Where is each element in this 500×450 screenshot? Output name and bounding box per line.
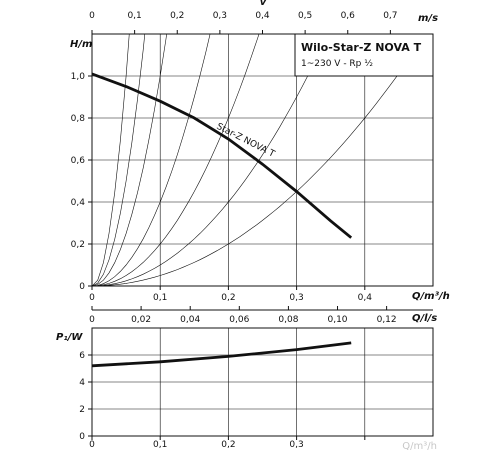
system-curve <box>92 34 329 286</box>
ls-axis-tick-label: 0,08 <box>278 315 298 325</box>
legend-title: Wilo-Star-Z NOVA T <box>301 41 422 54</box>
legend-subtitle: 1~230 V - Rp ½ <box>301 59 373 69</box>
y-axis-title-power: P₁/W <box>56 332 83 343</box>
y-tick-label: 0 <box>79 282 85 292</box>
power-axis-ticks: 0 0,1 0,2 0,3 0 2 4 6 <box>79 351 366 450</box>
y-tick-label: 0,8 <box>71 114 86 124</box>
x-tick-label: 0,1 <box>153 293 167 303</box>
legend-box <box>294 33 434 77</box>
ls-axis-tick-label: 0,04 <box>180 315 200 325</box>
y-tick-label: 2 <box>79 405 85 415</box>
ls-axis-tick-label: 0,10 <box>327 315 347 325</box>
x-tick-label: 0,4 <box>358 293 373 303</box>
y-tick-label: 0,4 <box>71 198 86 208</box>
legend: Wilo-Star-Z NOVA T 1~230 V - Rp ½ <box>294 33 434 77</box>
watermark: Q/m³/h <box>402 441 437 450</box>
top-axis-tick-label: 0,1 <box>127 11 141 21</box>
x-axis-title-ls: Q/l/s <box>412 313 437 324</box>
y-tick-label: 0 <box>79 432 85 442</box>
head-chart: Star-Z NOVA T Wilo-Star-Z NOVA T 1~230 V… <box>70 0 450 325</box>
system-curve <box>92 34 260 286</box>
x-tick-label: 0,1 <box>153 440 167 450</box>
top-axis-tick-label: 0,7 <box>383 11 397 21</box>
x-tick-label: 0,2 <box>221 440 235 450</box>
y-tick-label: 0,6 <box>71 156 86 166</box>
head-axis-ticks: 0 0,1 0,2 0,3 0,4 0 0,2 0,4 0,6 0,8 1,0 0 0,1 0,2 0,3 0… <box>71 11 433 325</box>
ls-axis-tick-label: 0 <box>89 315 95 325</box>
system-curve <box>92 34 427 286</box>
y-tick-label: 4 <box>79 378 85 388</box>
power-curve <box>92 341 352 368</box>
series-star-z-nova-t-curve <box>91 72 353 239</box>
system-curve <box>92 34 211 286</box>
top-axis-tick-label: 0,5 <box>298 11 312 21</box>
x-tick-label: 0 <box>89 293 95 303</box>
y-tick-label: 1,0 <box>71 72 86 82</box>
ls-axis-tick-label: 0,02 <box>131 315 151 325</box>
ls-axis-tick-label: 0,12 <box>377 315 397 325</box>
system-curve <box>92 34 168 286</box>
top-axis-tick-label: 0,2 <box>170 11 184 21</box>
power-chart: P₁/W 0 0,1 0,2 0,3 0 2 4 6 <box>56 327 434 450</box>
top-axis-tick-label: 0,3 <box>213 11 227 21</box>
x-tick-label: 0,3 <box>289 293 303 303</box>
top-axis-unit: m/s <box>418 13 438 24</box>
x-axis-title-head: Q/m³/h <box>412 291 450 302</box>
x-tick-label: 0,2 <box>221 293 235 303</box>
power-grid <box>92 328 433 436</box>
top-axis-title-v: v <box>260 0 267 8</box>
y-tick-label: 6 <box>79 351 85 361</box>
y-axis-title-head: H/m <box>70 39 92 50</box>
x-tick-label: 0,3 <box>289 440 303 450</box>
system-curves <box>92 34 427 286</box>
ls-axis-tick-label: 0,06 <box>229 315 249 325</box>
y-tick-label: 0,2 <box>71 240 85 250</box>
top-axis-tick-label: 0,4 <box>255 11 270 21</box>
x-tick-label: 0 <box>89 440 95 450</box>
series-star-z-nova-t-label: Star-Z NOVA T <box>215 122 277 160</box>
top-axis-tick-label: 0 <box>89 11 95 21</box>
top-axis-tick-label: 0,6 <box>341 11 356 21</box>
